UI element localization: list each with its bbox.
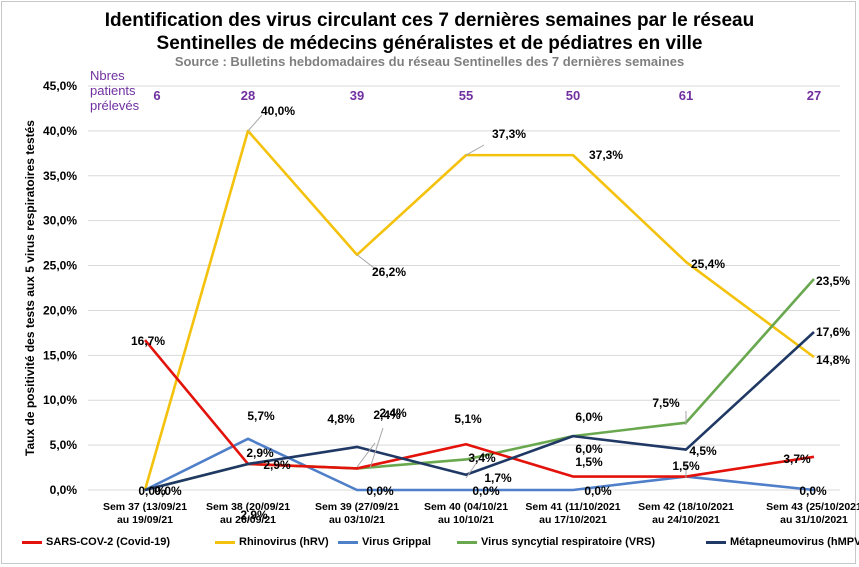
data-label: 37,3% (492, 127, 526, 141)
legend-label: Virus Grippal (362, 536, 431, 548)
chart-subtitle: Source : Bulletins hebdomadaires du rése… (174, 54, 685, 69)
patients-label: patients (90, 83, 136, 98)
data-label: 2,9% (263, 458, 291, 472)
data-label: 6,0% (575, 410, 603, 424)
leader-line (247, 114, 263, 132)
legend-swatch (22, 540, 42, 544)
data-label: 0,0% (472, 484, 500, 498)
data-label: 4,5% (689, 444, 717, 458)
x-tick-label: Sem 43 (25/10/2021 (766, 501, 859, 513)
data-label: 0,0% (154, 484, 182, 498)
chart-title: Identification des virus circulant ces 7… (104, 10, 755, 31)
data-label: 23,5% (816, 274, 850, 288)
patients-label: prélevés (90, 98, 140, 113)
data-label: 14,8% (816, 353, 850, 367)
data-label: 2,9% (246, 446, 274, 460)
legend-swatch (706, 540, 726, 544)
y-tick-label: 30,0% (43, 214, 77, 228)
patients-count: 28 (241, 88, 255, 103)
y-tick-label: 5,0% (50, 438, 78, 452)
legend-label: Métapneumovirus (hMPV) (730, 536, 859, 548)
data-label: 5,7% (247, 409, 275, 423)
data-label: 0,0% (584, 484, 612, 498)
legend: SARS-COV-2 (Covid-19) Rhinovirus (hRV) Vir… (0, 536, 859, 556)
x-tick-label: Sem 40 (04/10/21 (424, 501, 508, 513)
x-tick-label: au 26/09/21 (220, 514, 276, 526)
y-tick-label: 35,0% (43, 169, 77, 183)
y-tick-label: 40,0% (43, 124, 77, 138)
x-tick-label: au 31/10/2021 (780, 514, 848, 526)
data-label: 0,0% (799, 484, 827, 498)
y-tick-label: 0,0% (50, 483, 78, 497)
x-tick-label: Sem 39 (27/09/21 (315, 501, 399, 513)
legend-item: SARS-COV-2 (Covid-19) (22, 536, 170, 548)
leader-line (465, 451, 485, 479)
legend-label: Virus syncytial respiratoire (VRS) (481, 536, 656, 548)
legend-swatch (215, 540, 235, 544)
patients-count: 6 (153, 88, 160, 103)
data-label: 5,1% (454, 412, 482, 426)
legend-item: Virus Grippal (338, 536, 431, 548)
y-tick-label: 10,0% (43, 393, 77, 407)
x-tick-label: au 10/10/21 (438, 514, 494, 526)
y-tick-label: 20,0% (43, 303, 77, 317)
x-tick-label: Sem 38 (20/09/21 (206, 501, 290, 513)
data-label: 0,0% (366, 484, 394, 498)
data-label: 16,7% (131, 334, 165, 348)
data-label: 1,5% (575, 455, 603, 469)
y-tick-label: 25,0% (43, 259, 77, 273)
x-tick-label: Sem 37 (13/09/21 (103, 501, 187, 513)
data-label: 17,6% (816, 325, 850, 339)
patients-label: Nbres (90, 68, 125, 83)
series-line (144, 331, 815, 492)
data-label: 40,0% (261, 104, 295, 118)
data-label: 2,9% (240, 508, 268, 522)
leader-line (356, 254, 379, 272)
legend-item: Rhinovirus (hRV) (215, 536, 329, 548)
data-label: 25,4% (691, 257, 725, 271)
patients-count: 61 (679, 88, 693, 103)
patients-count: 39 (350, 88, 364, 103)
legend-label: SARS-COV-2 (Covid-19) (46, 536, 171, 548)
legend-item: Métapneumovirus (hMPV) (706, 536, 859, 548)
leader-line (369, 427, 384, 469)
data-label: 1,7% (484, 471, 512, 485)
leader-line (465, 144, 485, 156)
legend-swatch (338, 540, 358, 544)
data-label: 2,4% (373, 408, 401, 422)
leader-line (356, 442, 376, 468)
y-axis-title: Taux de positivité des tests aux 5 virus… (23, 120, 37, 456)
patients-count: 55 (459, 88, 473, 103)
data-label: 37,3% (589, 148, 623, 162)
chart-title-line2: Sentinelles de médecins généralistes et … (156, 33, 703, 54)
x-tick-label: Sem 42 (18/10/2021 (638, 501, 734, 513)
data-label: 4,8% (327, 412, 355, 426)
x-tick-label: au 03/10/21 (329, 514, 385, 526)
data-label: 2,4% (379, 406, 407, 420)
data-label: 0,0% (138, 484, 166, 498)
data-label: 3,7% (783, 452, 811, 466)
x-tick-label: au 24/10/2021 (652, 514, 720, 526)
y-tick-label: 15,0% (43, 348, 77, 362)
legend-swatch (457, 540, 477, 544)
data-label: 6,0% (575, 442, 603, 456)
legend-label: Rhinovirus (hRV) (239, 536, 329, 548)
patients-count: 50 (566, 88, 580, 103)
data-label: 7,5% (652, 396, 680, 410)
patients-count: 27 (807, 88, 821, 103)
y-tick-label: 45,0% (43, 79, 77, 93)
data-label: 1,5% (672, 459, 700, 473)
x-tick-label: Sem 41 (11/10/2021 (525, 501, 620, 513)
x-tick-label: au 19/09/21 (117, 514, 173, 526)
x-tick-label: au 17/10/2021 (539, 514, 607, 526)
data-label: 3,4% (468, 451, 496, 465)
legend-item: Virus syncytial respiratoire (VRS) (457, 536, 655, 548)
data-label: 26,2% (372, 265, 406, 279)
